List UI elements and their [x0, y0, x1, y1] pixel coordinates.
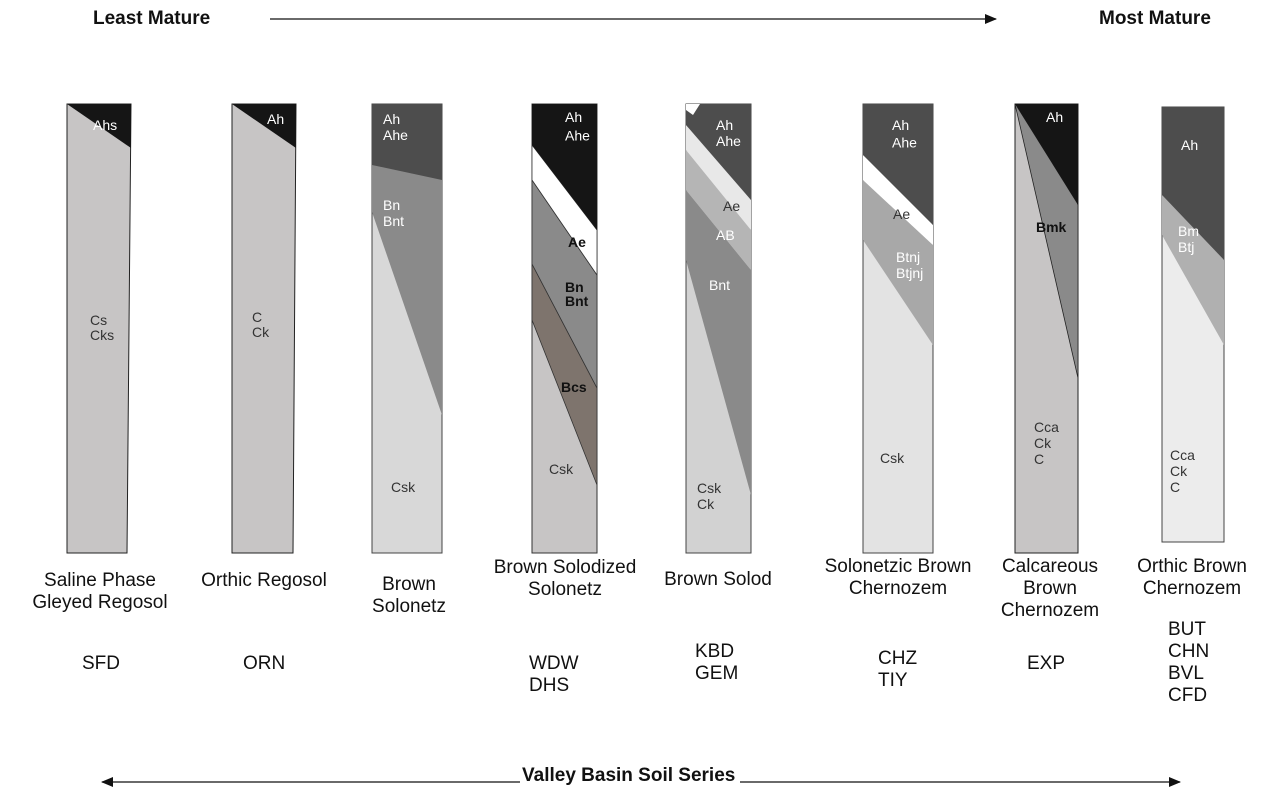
horizon-ae-layer	[531, 143, 598, 277]
profile-name: Brown Solodized Solonetz	[493, 557, 637, 600]
profile-name: Solonetzic Brown Chernozem	[824, 556, 972, 599]
horizon-label: Ah Ahe	[383, 111, 408, 143]
horizon-bnt-layer	[686, 190, 751, 495]
horizon-a-layer	[532, 104, 597, 230]
horizon-a-layer	[372, 104, 442, 180]
profile-orthic-brown-chernozem	[1161, 106, 1225, 543]
horizon-label: Csk	[880, 450, 905, 466]
horizon-a-layer	[686, 104, 751, 200]
horizon-label: Csk	[549, 461, 574, 477]
series-codes: SFD	[82, 653, 120, 674]
most-mature-label: Most Mature	[1099, 8, 1211, 29]
profile-solonetzic-brown-chernozem	[862, 103, 934, 554]
horizon-ab-layer	[686, 150, 751, 270]
horizon-label: Ah Ahe	[892, 117, 917, 150]
horizon-label: Ah	[1181, 137, 1198, 153]
series-codes: BUT CHN BVL CFD	[1168, 619, 1210, 706]
horizon-label: Ae	[723, 198, 740, 214]
horizon-label: Bm Btj	[1178, 223, 1199, 255]
horizon-label: Csk Ck	[697, 480, 722, 512]
profile-brown-solodized-solonetz	[531, 103, 598, 554]
horizon-label: Bmk	[1036, 219, 1067, 235]
horizon-b-layer	[372, 104, 442, 415]
profile-name: Saline Phase Gleyed Regosol	[32, 570, 168, 613]
horizon-label: Bn Bnt	[565, 279, 589, 309]
profile-name: Brown Solonetz	[372, 574, 446, 617]
horizon-label: Btnj Btjnj	[896, 249, 923, 281]
profile-name: Orthic Brown Chernozem	[1137, 556, 1247, 599]
horizon-a-layer	[1015, 104, 1078, 205]
horizon-label: AB	[716, 227, 735, 243]
horizon-label: Csk	[391, 479, 416, 495]
horizon-label: Cs Cks	[90, 312, 114, 343]
horizon-label: Cca Ck C	[1034, 419, 1059, 467]
profile-saline-phase-gleyed-regosol	[66, 103, 132, 554]
profile-brown-solonetz	[371, 103, 443, 554]
horizon-a-layer	[863, 104, 933, 225]
horizon-a-layer	[1162, 107, 1224, 260]
profile-name: Orthic Regosol	[201, 570, 327, 591]
series-codes: WDW DHS	[529, 653, 579, 696]
horizon-label: Ae	[568, 234, 586, 250]
horizon-ae-layer	[686, 125, 751, 230]
profile-calcareous-brown-chernozem	[1014, 103, 1079, 554]
horizon-label: Cca Ck C	[1170, 447, 1195, 495]
horizon-ah-layer	[232, 104, 296, 148]
horizon-label: Ah Ahe	[716, 117, 741, 149]
horizon-b-layer	[1162, 195, 1224, 345]
profile-name: Calcareous Brown Chernozem	[1000, 556, 1100, 621]
series-codes: CHZ TIY	[878, 648, 918, 691]
horizon-label: C Ck	[252, 309, 270, 340]
horizon-label: Bcs	[561, 379, 587, 395]
horizon-label: Ah	[267, 111, 284, 127]
horizon-b-layer	[863, 180, 933, 345]
valley-basin-soil-series-title: Valley Basin Soil Series	[520, 765, 738, 787]
horizon-label: Ah	[1046, 109, 1063, 125]
horizon-label: Ahs	[93, 117, 117, 133]
profile-orthic-regosol	[231, 103, 297, 554]
horizon-label: Ae	[893, 206, 910, 222]
horizon-label: Bnt	[709, 277, 730, 293]
series-codes: ORN	[243, 653, 286, 674]
profile-name: Brown Solod	[664, 569, 772, 590]
least-mature-label: Least Mature	[93, 8, 211, 29]
horizon-ah-layer	[67, 104, 131, 148]
profile-brown-solod	[685, 103, 752, 554]
ah-white-wedge	[686, 104, 700, 115]
series-codes: KBD GEM	[695, 641, 739, 684]
horizon-ae-layer	[863, 155, 933, 245]
series-codes: EXP	[1027, 653, 1066, 674]
horizon-label: Ah Ahe	[565, 109, 590, 143]
horizon-label: Bn Bnt	[383, 197, 404, 229]
